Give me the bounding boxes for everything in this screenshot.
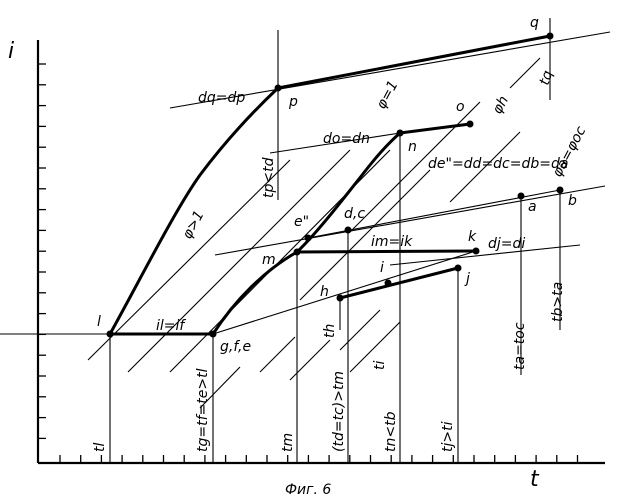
process-curves	[110, 36, 560, 334]
point-p	[275, 85, 282, 92]
label-il-if: il=if	[156, 318, 186, 334]
label-gfe: g,f,e	[220, 339, 251, 355]
label-im-ik: im=ik	[371, 234, 413, 250]
line-m-k-bold	[297, 251, 476, 252]
label-o: o	[456, 99, 465, 115]
label-tn-tb: tn<tb	[383, 411, 399, 452]
point-l	[107, 331, 114, 338]
point-g	[210, 331, 217, 338]
line-g-k	[213, 251, 476, 334]
point-b	[557, 187, 564, 194]
label-phi-a: φa=φoc	[549, 123, 589, 179]
enthalpy-lines	[0, 32, 610, 334]
point-n	[397, 130, 404, 137]
point-i	[385, 280, 392, 287]
point-h	[337, 295, 344, 302]
label-th: th	[322, 324, 338, 338]
label-tp-td: tp<td	[261, 157, 277, 198]
point-k	[473, 248, 480, 255]
line-h-j	[340, 268, 458, 298]
point-j	[455, 265, 462, 272]
label-j: j	[464, 271, 470, 287]
i-axis-label: i	[8, 39, 14, 64]
label-m: m	[262, 252, 276, 268]
label-tg-chain: tg=tf=te>tl	[195, 368, 211, 452]
figure-caption: Фиг. 6	[285, 482, 331, 498]
label-tq: tq	[537, 69, 557, 88]
point-q	[547, 33, 554, 40]
t-axis-label: t	[530, 467, 540, 492]
line-p-q	[278, 36, 550, 88]
label-tl: tl	[92, 443, 108, 452]
label-ti: ti	[372, 361, 388, 370]
label-l: l	[97, 314, 101, 330]
label-e2: e"	[294, 214, 309, 230]
label-i: i	[380, 260, 384, 276]
label-phi-gt1: φ>1	[179, 208, 207, 242]
label-tb-ta: tb>ta	[550, 282, 566, 322]
point-a	[518, 193, 525, 200]
label-q: q	[530, 15, 539, 31]
label-p: p	[288, 94, 298, 110]
label-b: b	[568, 193, 577, 209]
label-h: h	[320, 284, 329, 300]
label-dc: d,c	[344, 206, 365, 222]
label-do-dn: do=dn	[323, 131, 370, 147]
label-td-tc: (td=tc)>tm	[331, 371, 347, 452]
label-n: n	[408, 139, 417, 155]
i-axis-ticks	[38, 64, 46, 438]
point-o	[467, 121, 474, 128]
label-tj-ti: tj>ti	[440, 421, 456, 452]
label-dj-di: dj=di	[488, 236, 525, 252]
label-tm: tm	[280, 433, 296, 452]
label-a: a	[528, 199, 537, 215]
bottom-annotations: tl tg=tf=te>tl tm (td=tc)>tm tn<tb tj>ti	[92, 368, 456, 452]
label-de-chain: de"=dd=dc=db=da	[428, 156, 568, 172]
point-labels: q p o n a b d,c e" m k i j h l g,f,e	[97, 15, 577, 355]
line-n-o	[400, 124, 470, 133]
point-e2	[305, 235, 312, 242]
label-phi-h: φh	[489, 93, 512, 117]
point-dc	[345, 227, 352, 234]
label-ta-toc: ta=toc	[512, 322, 528, 370]
label-k: k	[468, 229, 477, 245]
t-axis-ticks	[60, 455, 578, 463]
point-m	[294, 249, 301, 256]
label-phi-1: φ=1	[373, 78, 401, 112]
label-dq-dp: dq=dp	[198, 90, 245, 106]
